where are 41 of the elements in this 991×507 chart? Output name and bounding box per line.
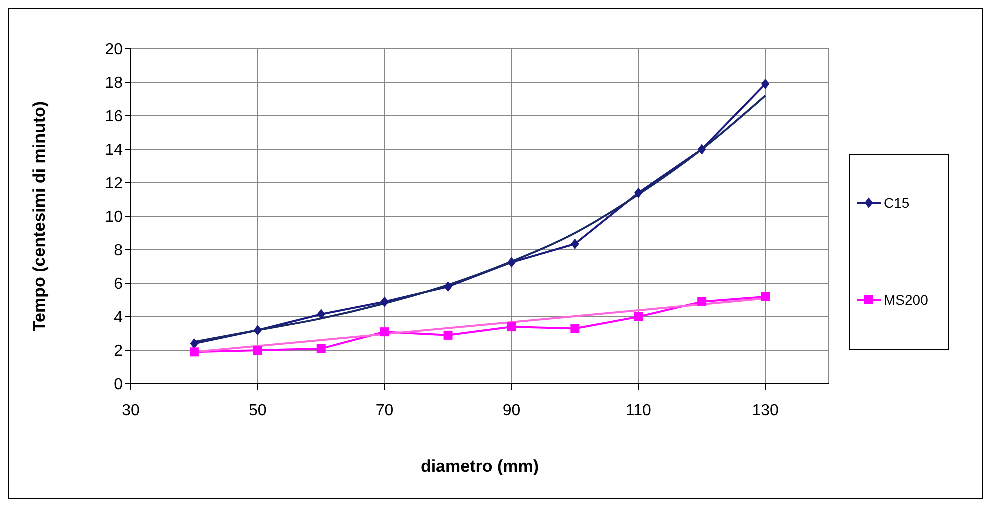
point [508,258,516,268]
point [571,239,580,250]
point [317,309,326,320]
point [380,328,390,337]
point [761,292,770,302]
point [254,325,262,336]
point [570,324,580,334]
x-tick-label: 70 [376,402,394,420]
x-tick-label: 130 [752,402,779,420]
x-axis-title: diametro (mm) [420,457,540,476]
x-tick-label: 50 [249,402,267,420]
point [507,322,516,332]
point [698,297,707,306]
point [380,296,389,307]
point [698,144,706,154]
x-tick-label: 110 [626,402,652,420]
y-tick-label: 18 [105,75,124,92]
point [190,338,198,349]
point [762,79,770,90]
y-tick-label: 10 [105,209,124,226]
point [190,348,199,357]
legend-label: C15 [884,195,910,211]
point [444,282,452,292]
y-tick-label: 20 [105,42,124,59]
x-tick-label: 90 [502,402,521,420]
y-tick-label: 2 [114,343,124,360]
y-axis-title: Tempo (centesimi di minuto) [30,101,50,332]
point [634,312,644,322]
point [316,344,326,354]
y-tick-label: 4 [114,310,124,327]
x-tick-label: 30 [122,402,140,420]
y-tick-label: 0 [114,376,124,394]
y-tick-label: 6 [114,276,124,294]
y-tick-label: 8 [114,242,124,260]
y-tick-label: 14 [105,142,124,160]
legend-label: MS200 [884,292,928,308]
y-tick-label: 16 [105,108,124,126]
point [253,346,262,355]
y-tick-label: 12 [105,176,124,193]
point [634,188,643,198]
point [444,330,453,340]
